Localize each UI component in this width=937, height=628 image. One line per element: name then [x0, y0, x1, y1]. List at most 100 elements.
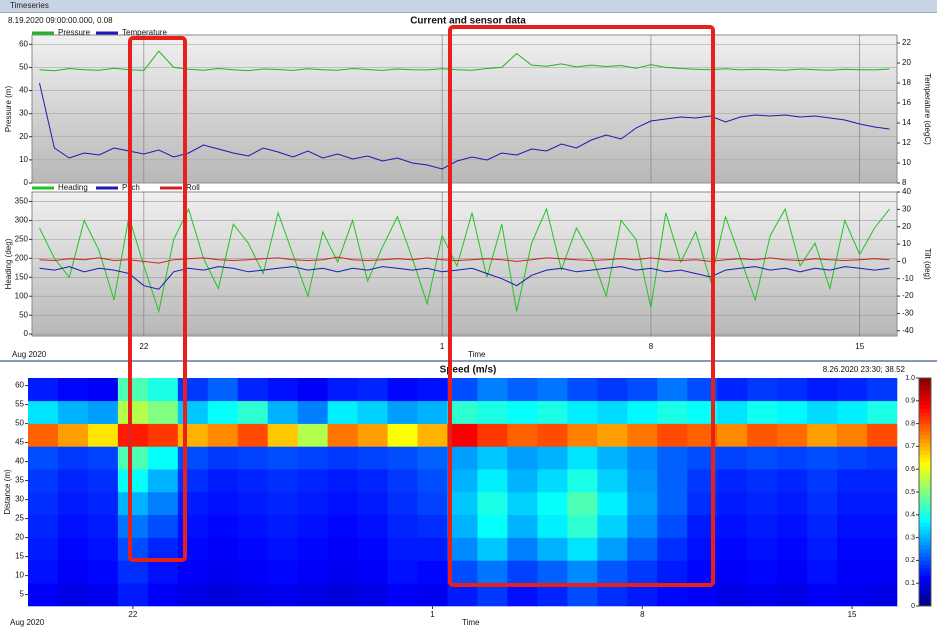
heat-cell	[687, 423, 718, 447]
series-line	[39, 207, 890, 314]
heat-cell	[807, 537, 838, 561]
colorbar-tick-label: 0.3	[905, 534, 915, 541]
heat-cell	[177, 492, 209, 516]
heat-cell	[477, 560, 508, 584]
heat-cell	[597, 446, 628, 470]
y2-axis-label: Tilt (deg)	[923, 248, 932, 280]
heat-cell	[597, 583, 628, 607]
heat-cell	[327, 400, 358, 424]
heat-cell	[627, 469, 658, 493]
heat-cell	[687, 514, 718, 538]
heat-cell	[477, 583, 508, 607]
heat-cell	[567, 446, 598, 470]
heat-cell	[417, 446, 448, 470]
colorbar-step	[919, 397, 931, 402]
colorbar-step	[919, 404, 931, 409]
heat-cell	[867, 446, 898, 470]
heat-cell	[687, 446, 718, 470]
legend-label: Heading	[58, 183, 88, 192]
heat-cell	[417, 560, 448, 584]
heat-cell	[387, 514, 418, 538]
y-tick-label: 50	[15, 419, 24, 428]
heat-cell	[627, 514, 658, 538]
heat-cell	[28, 378, 59, 402]
colorbar-tick-label: 1.0	[905, 375, 915, 382]
heat-cell	[597, 423, 628, 447]
colorbar-step	[919, 408, 931, 413]
heat-cell	[777, 400, 808, 424]
y2-tick-label: 16	[902, 98, 911, 107]
heat-cell	[777, 492, 808, 516]
x-axis-label: Time	[462, 618, 480, 627]
heat-cell	[117, 514, 149, 538]
colorbar-step	[919, 590, 931, 595]
heat-cell	[87, 469, 119, 493]
colorbar-tick-label: 0.1	[905, 580, 915, 587]
heat-cell	[267, 537, 298, 561]
colorbar-step	[919, 423, 931, 428]
cursor-readout: 8.26.2020 23:30; 38.52	[823, 365, 906, 374]
heat-cell	[237, 446, 269, 470]
colorbar-step	[919, 579, 931, 584]
heat-cell	[777, 514, 808, 538]
y2-tick-label: 22	[902, 38, 911, 47]
heat-cell	[807, 560, 838, 584]
heat-cell	[507, 560, 538, 584]
heat-cell	[357, 378, 388, 402]
heat-cell	[207, 423, 239, 447]
heat-cell	[387, 423, 418, 447]
heat-cell	[687, 378, 718, 402]
heat-cell	[327, 583, 358, 607]
y-tick-label: 350	[15, 197, 29, 206]
heat-cell	[627, 446, 658, 470]
heat-cell	[447, 514, 478, 538]
y-tick-label: 45	[15, 438, 24, 447]
y2-tick-label: 40	[902, 187, 911, 196]
heat-cell	[717, 446, 748, 470]
heat-cell	[507, 446, 538, 470]
heat-cell	[567, 423, 598, 447]
heat-cell	[507, 514, 538, 538]
colorbar-step	[919, 556, 931, 561]
heat-cell	[597, 378, 628, 402]
heat-cell	[177, 423, 209, 447]
y-tick-label: 150	[15, 272, 29, 281]
heat-cell	[177, 514, 209, 538]
heat-cell	[147, 469, 179, 493]
colorbar-step	[919, 446, 931, 451]
heat-cell	[57, 583, 89, 607]
heat-cell	[87, 400, 119, 424]
y2-tick-label: 10	[902, 239, 911, 248]
heat-cell	[597, 469, 628, 493]
y-tick-label: 40	[19, 86, 28, 95]
heat-cell	[207, 446, 239, 470]
heat-cell	[717, 423, 748, 447]
heat-cell	[507, 469, 538, 493]
heat-cell	[837, 514, 868, 538]
heat-cell	[147, 492, 179, 516]
colorbar-step	[919, 499, 931, 504]
heat-cell	[777, 378, 808, 402]
heat-cell	[417, 423, 448, 447]
colorbar-tick-label: 0.5	[905, 489, 915, 496]
heat-cell	[267, 560, 298, 584]
heat-cell	[417, 492, 448, 516]
heat-cell	[177, 400, 209, 424]
y-axis-label: Heading (deg)	[4, 238, 13, 289]
y-tick-label: 300	[15, 216, 29, 225]
y2-tick-label: -30	[902, 309, 914, 318]
highlight-box	[128, 36, 187, 562]
y-axis-label: Pressure (m)	[4, 86, 13, 133]
heat-cell	[477, 378, 508, 402]
heat-cell	[477, 492, 508, 516]
heat-cell	[117, 492, 149, 516]
heat-cell	[657, 560, 688, 584]
colorbar-tick-label: 0.4	[905, 512, 915, 519]
colorbar-step	[919, 594, 931, 599]
heat-cell	[747, 446, 778, 470]
y-tick-label: 5	[20, 590, 25, 599]
colorbar-step	[919, 587, 931, 592]
y-tick-label: 0	[24, 178, 29, 187]
